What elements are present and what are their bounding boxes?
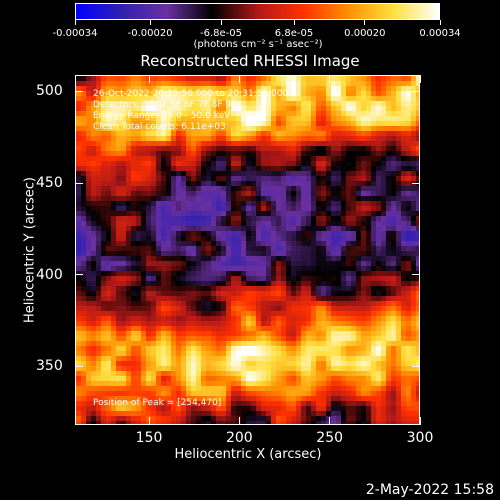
colorbar-tick-mark: [220, 20, 222, 25]
x-axis-label: Heliocentric X (arcsec): [174, 447, 322, 462]
colorbar-tick-mark: [74, 20, 76, 25]
colorbar-tick-mark: [149, 20, 151, 25]
x-axis-tick-mark: [148, 417, 150, 425]
y-axis-tick-mark: [412, 90, 420, 92]
x-axis-tick-label: 250: [316, 430, 344, 446]
colorbar-tick-label: -0.00034: [52, 28, 98, 39]
colorbar-tick-label: 0.00020: [344, 28, 386, 39]
info-energy-range: Energy Range: 25.0 - 50.0 keV: [93, 111, 231, 121]
x-axis-tick-mark: [148, 75, 150, 83]
info-peak-position: Position of Peak = [254,470]: [93, 398, 222, 408]
x-axis-tick-label: 200: [225, 430, 253, 446]
colorbar: [75, 3, 440, 20]
y-axis-tick-label: 500: [36, 83, 63, 100]
x-axis-tick-mark: [419, 417, 421, 425]
y-axis-tick-mark: [412, 182, 420, 184]
info-method-counts: Clean Total counts: 6.11e+03: [93, 122, 226, 132]
y-axis-tick-mark: [75, 90, 83, 92]
rhessi-image-map: 26-Oct-2022 20:25:56.000 to 20:31:56.000…: [75, 75, 420, 425]
y-axis-tick-mark: [75, 365, 83, 367]
y-axis-tick-label: 450: [36, 175, 63, 192]
x-axis-tick-mark: [238, 417, 240, 425]
x-axis-tick-mark: [238, 75, 240, 83]
colorbar-tick-label: -0.00020: [127, 28, 173, 39]
info-time-range: 26-Oct-2022 20:25:56.000 to 20:31:56.000: [93, 89, 289, 99]
y-axis-tick-mark: [412, 274, 420, 276]
y-axis-tick-label: 400: [36, 266, 63, 283]
plot-title: Reconstructed RHESSI Image: [140, 52, 360, 70]
y-axis-tick-mark: [75, 182, 83, 184]
colorbar-tick-label: -6.8e-05: [200, 28, 242, 39]
colorbar-tick-mark: [439, 20, 441, 25]
y-axis-tick-mark: [75, 274, 83, 276]
info-detectors: Detectors: 3F 4F 5F 6F 7F 8F 9F: [93, 100, 237, 110]
y-axis-tick-label: 350: [36, 358, 63, 375]
x-axis-tick-mark: [329, 75, 331, 83]
x-axis-tick-label: 300: [406, 430, 434, 446]
datestamp: 2-May-2022 15:58: [365, 482, 494, 498]
image-raster: [76, 76, 419, 424]
x-axis-tick-label: 150: [135, 430, 163, 446]
y-axis-tick-mark: [412, 365, 420, 367]
y-axis-label: Heliocentric Y (arcsec): [22, 177, 38, 323]
colorbar-units-label: (photons cm⁻² s⁻¹ asec⁻²): [193, 39, 323, 50]
colorbar-tick-mark: [364, 20, 366, 25]
colorbar-tick-label: 0.00034: [419, 28, 461, 39]
colorbar-tick-mark: [293, 20, 295, 25]
x-axis-tick-mark: [419, 75, 421, 83]
colorbar-tick-label: 6.8e-05: [274, 28, 314, 39]
x-axis-tick-mark: [329, 417, 331, 425]
